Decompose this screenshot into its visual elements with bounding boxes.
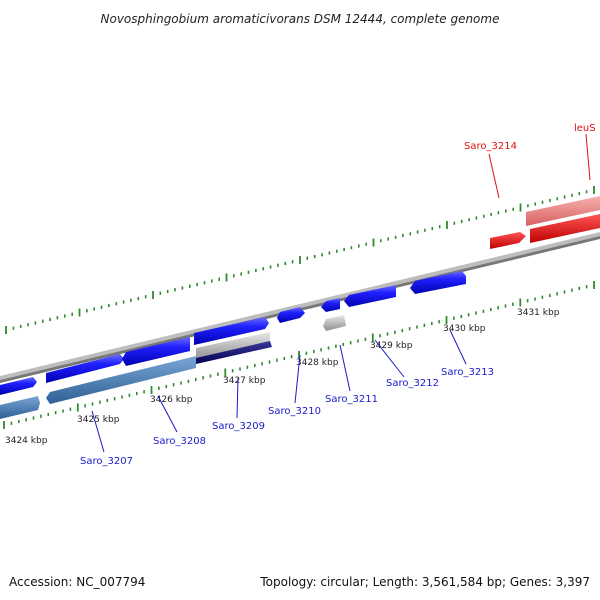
gene-block-grey-2 xyxy=(323,315,346,331)
accession-text: Accession: NC_007794 xyxy=(9,575,145,589)
gene-arrow-saro-3209[interactable] xyxy=(194,317,269,345)
gene-block-steel-2 xyxy=(46,356,196,404)
gene-label-saro-3213[interactable]: Saro_3213 xyxy=(441,367,494,378)
gene-arrow-saro-3210[interactable] xyxy=(277,307,305,323)
kbp-label: 3428 kbp xyxy=(296,358,339,368)
kbp-label: 3431 kbp xyxy=(517,308,560,318)
gene-label-saro-3212[interactable]: Saro_3212 xyxy=(386,378,439,389)
upper-tick-track xyxy=(5,186,595,334)
reverse-strand-genes xyxy=(490,196,600,249)
gene-label-leus[interactable]: leuS xyxy=(574,123,596,134)
gene-block-steel-1 xyxy=(0,396,40,419)
gene-label-saro-3214[interactable]: Saro_3214 xyxy=(464,141,517,152)
gene-block-grey-1 xyxy=(196,332,270,360)
gene-arrow-saro-3212[interactable] xyxy=(344,285,396,307)
kbp-scale-labels: 3424 kbp 3425 kbp 3426 kbp 3427 kbp 3428… xyxy=(5,308,560,446)
gene-label-saro-3210[interactable]: Saro_3210 xyxy=(268,406,321,417)
gene-block-navy xyxy=(196,341,272,364)
gene-label-saro-3207[interactable]: Saro_3207 xyxy=(80,456,133,467)
kbp-label: 3425 kbp xyxy=(77,415,120,425)
kbp-label: 3427 kbp xyxy=(223,376,266,386)
kbp-label: 3426 kbp xyxy=(150,395,193,405)
gene-arrow-saro-3211[interactable] xyxy=(321,298,340,312)
gene-arrow-leus-shadow xyxy=(526,196,600,226)
gene-arrow-saro-3207[interactable] xyxy=(0,377,37,395)
kbp-label: 3430 kbp xyxy=(443,324,486,334)
gene-arrow-saro-3208-b[interactable] xyxy=(122,337,190,366)
gene-arrow-saro-3213[interactable] xyxy=(410,271,466,294)
gene-arrow-saro-3214[interactable] xyxy=(490,232,526,249)
gene-labels: Saro_3207 Saro_3208 Saro_3209 Saro_3210 … xyxy=(80,123,596,467)
gene-label-saro-3209[interactable]: Saro_3209 xyxy=(212,421,265,432)
gene-leader-lines xyxy=(91,133,591,453)
lower-tick-track xyxy=(3,281,595,429)
gene-arrow-saro-3208-a[interactable] xyxy=(46,354,124,383)
forward-strand-genes xyxy=(0,271,466,419)
map-title: Novosphingobium aromaticivorans DSM 1244… xyxy=(101,12,500,26)
kbp-label: 3424 kbp xyxy=(5,436,48,446)
gene-label-saro-3208[interactable]: Saro_3208 xyxy=(153,436,206,447)
gene-arrow-leus[interactable] xyxy=(530,214,600,243)
topology-text: Topology: circular; Length: 3,561,584 bp… xyxy=(259,575,590,589)
gene-label-saro-3211[interactable]: Saro_3211 xyxy=(325,394,378,405)
kbp-label: 3429 kbp xyxy=(370,341,413,351)
